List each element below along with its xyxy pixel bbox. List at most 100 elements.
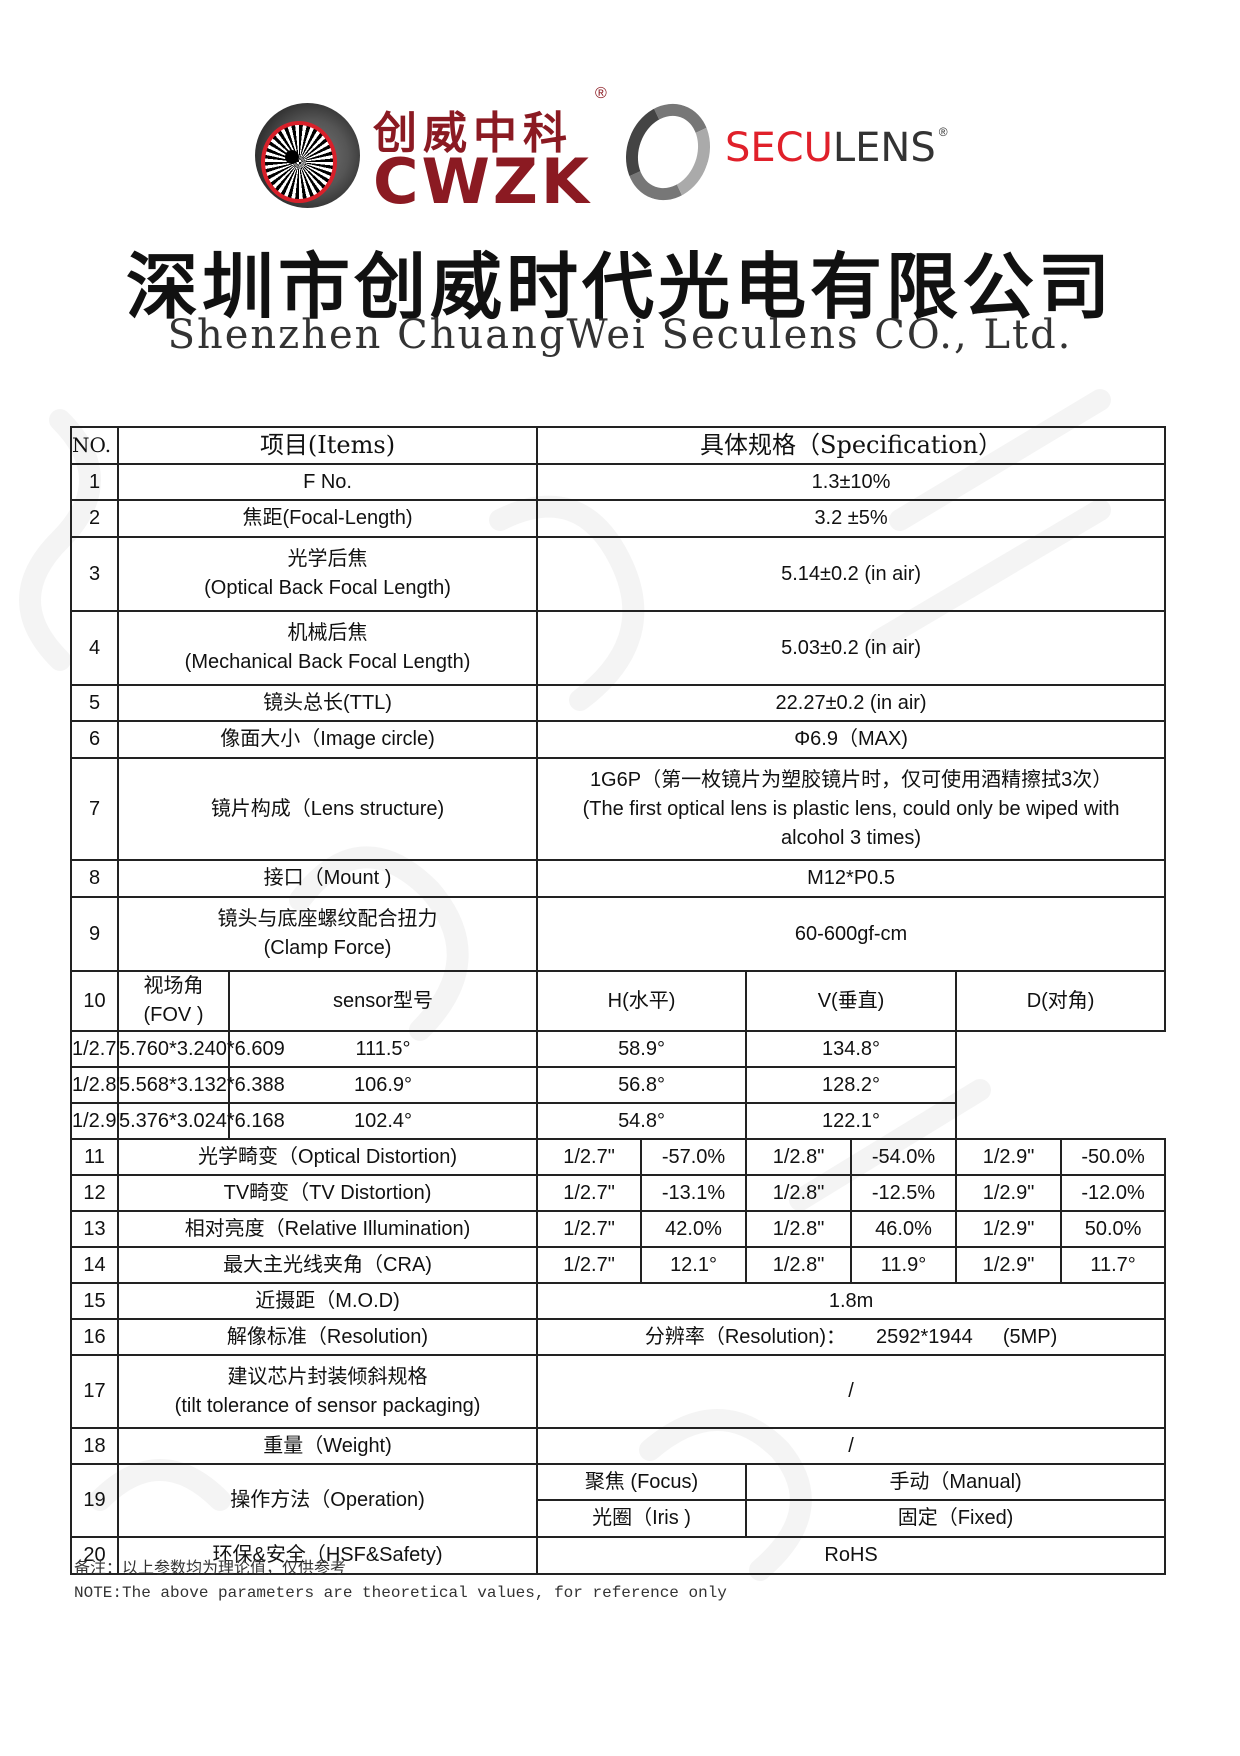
sensor-size: 1/2.8"	[745, 1246, 853, 1284]
row-item: 镜头与底座螺纹配合扭力 (Clamp Force)	[116, 896, 539, 972]
sensor-size: 1/2.8"	[745, 1138, 853, 1176]
iris-value: 固定（Fixed)	[745, 1499, 1167, 1538]
notes: 备注：以上参数均为理论值，仅供参考 NOTE:The above paramet…	[74, 1556, 727, 1606]
value-cell: -50.0%	[1060, 1138, 1167, 1176]
row-no: 12	[70, 1174, 119, 1212]
sensor-dims: 5.568*3.132*6.388	[117, 1066, 285, 1104]
row-item: 最大主光线夹角（CRA)	[116, 1246, 539, 1284]
table-row: 8 接口（Mount ) M12*P0.5	[70, 859, 1167, 898]
row-no: 16	[70, 1318, 119, 1356]
row-item-en: (tilt tolerance of sensor packaging)	[174, 1394, 481, 1417]
row-spec: 5.14±0.2 (in air)	[536, 536, 1167, 612]
fov-row: 1/2.7" 5.760*3.240*6.609 111.5° 58.9° 134.8°	[70, 1030, 1165, 1068]
table-row: 16 解像标准（Resolution) 分辨率（Resolution)： 2592*1…	[70, 1318, 1167, 1356]
row-spec-en: (The first optical lens is plastic lens,…	[582, 797, 1120, 849]
row-spec: 1.3±10%	[536, 463, 1167, 501]
company-name-cn: 深圳市创威时代光电有限公司	[125, 245, 1114, 329]
table-row: 18 重量（Weight) /	[70, 1427, 1167, 1465]
row-no: 7	[70, 757, 119, 861]
d-header: D(对角)	[955, 970, 1167, 1032]
row-item: TV畸变（TV Distortion)	[116, 1174, 539, 1212]
row-item: 光学后焦 (Optical Back Focal Length)	[116, 536, 539, 612]
row-no: 8	[70, 859, 119, 898]
table-row: 7 镜片构成（Lens structure) 1G6P（第一枚镜片为塑胶镜片时，仅可…	[70, 757, 1167, 861]
row-spec: M12*P0.5	[536, 859, 1167, 898]
fov-h: 111.5°	[227, 1030, 539, 1068]
value-cell: -13.1%	[640, 1174, 748, 1212]
row-no: 15	[70, 1282, 119, 1320]
row-spec: 1.8m	[536, 1282, 1167, 1320]
fov-label-cn: 视场角	[143, 975, 204, 997]
sensor-header: sensor型号	[227, 970, 539, 1032]
row-no: 3	[70, 536, 119, 612]
fov-v: 58.9°	[536, 1030, 748, 1068]
seculens-logo-text: SECULENS	[725, 125, 936, 171]
row-no: 9	[70, 896, 119, 972]
sensor-size: 1/2.7"	[536, 1210, 643, 1248]
sensor-size: 1/2.7"	[70, 1030, 124, 1068]
row-item: 镜头总长(TTL)	[116, 684, 539, 722]
sensor-size: 1/2.7"	[536, 1246, 643, 1284]
row-item: 机械后焦 (Mechanical Back Focal Length)	[116, 610, 539, 686]
row-item-cn: 镜头与底座螺纹配合扭力	[217, 908, 438, 930]
note-cn: 备注：以上参数均为理论值，仅供参考	[74, 1560, 347, 1577]
col-spec: 具体规格（Specification）	[536, 426, 1167, 465]
operation-row: 光圈（Iris ) 固定（Fixed)	[71, 1499, 1167, 1538]
row-item: 近摄距（M.O.D)	[116, 1282, 539, 1320]
table-row: 15 近摄距（M.O.D) 1.8m	[70, 1282, 1167, 1320]
row-no: 19	[70, 1463, 119, 1538]
row-item: 建议芯片封装倾斜规格 (tilt tolerance of sensor pack…	[116, 1354, 539, 1429]
table-row: 13 相对亮度（Relative Illumination) 1/2.7" 42.0%…	[70, 1210, 1167, 1248]
seculens-red: SECU	[725, 125, 833, 171]
value-cell: -57.0%	[640, 1138, 748, 1176]
value-cell: 11.7°	[1060, 1246, 1167, 1284]
fov-d: 134.8°	[745, 1030, 958, 1068]
table-row: 4 机械后焦 (Mechanical Back Focal Length) 5.03±…	[70, 610, 1167, 686]
fov-label-en: (FOV )	[143, 1004, 204, 1026]
sensor-dims: 5.376*3.024*6.168	[117, 1102, 285, 1140]
table-row: 9 镜头与底座螺纹配合扭力 (Clamp Force) 60-600gf-cm	[70, 896, 1167, 972]
cwzk-logo-icon	[255, 103, 360, 208]
row-item-en: (Clamp Force)	[263, 937, 392, 959]
resolution-label: 分辨率（Resolution)：	[644, 1325, 847, 1348]
seculens-gray: LENS	[832, 125, 936, 171]
focus-label: 聚焦 (Focus)	[536, 1463, 748, 1501]
table-row: 5 镜头总长(TTL) 22.27±0.2 (in air)	[70, 684, 1167, 722]
row-no: 1	[70, 463, 119, 501]
table-row: 11 光学畸变（Optical Distortion) 1/2.7" -57.0% 1/…	[70, 1138, 1167, 1176]
fov-h: 106.9°	[227, 1066, 539, 1104]
table-row: 2 焦距(Focal-Length) 3.2 ±5%	[70, 499, 1167, 538]
registered-mark: ®	[938, 125, 948, 139]
sensor-size: 1/2.9"	[955, 1246, 1063, 1284]
row-item: 接口（Mount )	[116, 859, 539, 898]
sensor-dims: 5.760*3.240*6.609	[117, 1030, 285, 1068]
sensor-size: 1/2.7"	[536, 1138, 643, 1176]
row-spec: Φ6.9（MAX)	[536, 720, 1167, 759]
fov-d: 128.2°	[745, 1066, 958, 1104]
seculens-logo-icon	[612, 91, 724, 213]
value-cell: 50.0%	[1060, 1210, 1167, 1248]
row-item: 镜片构成（Lens structure)	[116, 757, 539, 861]
row-no: 4	[70, 610, 119, 686]
table-row: 14 最大主光线夹角（CRA) 1/2.7" 12.1° 1/2.8" 11.9° 1/2.…	[70, 1246, 1167, 1284]
table-row: 6 像面大小（Image circle) Φ6.9（MAX)	[70, 720, 1167, 759]
row-item: 相对亮度（Relative Illumination)	[116, 1210, 539, 1248]
resolution-value: 2592*1944	[876, 1325, 973, 1348]
row-no: 13	[70, 1210, 119, 1248]
row-item: 像面大小（Image circle)	[116, 720, 539, 759]
row-spec: /	[536, 1427, 1167, 1465]
row-spec: 22.27±0.2 (in air)	[536, 684, 1167, 722]
v-header: V(垂直)	[745, 970, 958, 1032]
col-no: NO.	[70, 426, 119, 465]
sensor-size: 1/2.9"	[955, 1210, 1063, 1248]
registered-mark: ®	[595, 85, 607, 102]
col-items: 项目(Items)	[116, 426, 539, 465]
sensor-size: 1/2.8"	[70, 1066, 124, 1104]
row-spec: RoHS	[536, 1536, 1167, 1575]
row-item: 焦距(Focal-Length)	[116, 499, 539, 538]
fov-d: 122.1°	[745, 1102, 958, 1140]
row-no: 14	[70, 1246, 119, 1284]
note-en: NOTE:The above parameters are theoretica…	[74, 1584, 727, 1602]
row-no: 10	[70, 970, 119, 1032]
row-item-en: (Optical Back Focal Length)	[204, 577, 451, 599]
